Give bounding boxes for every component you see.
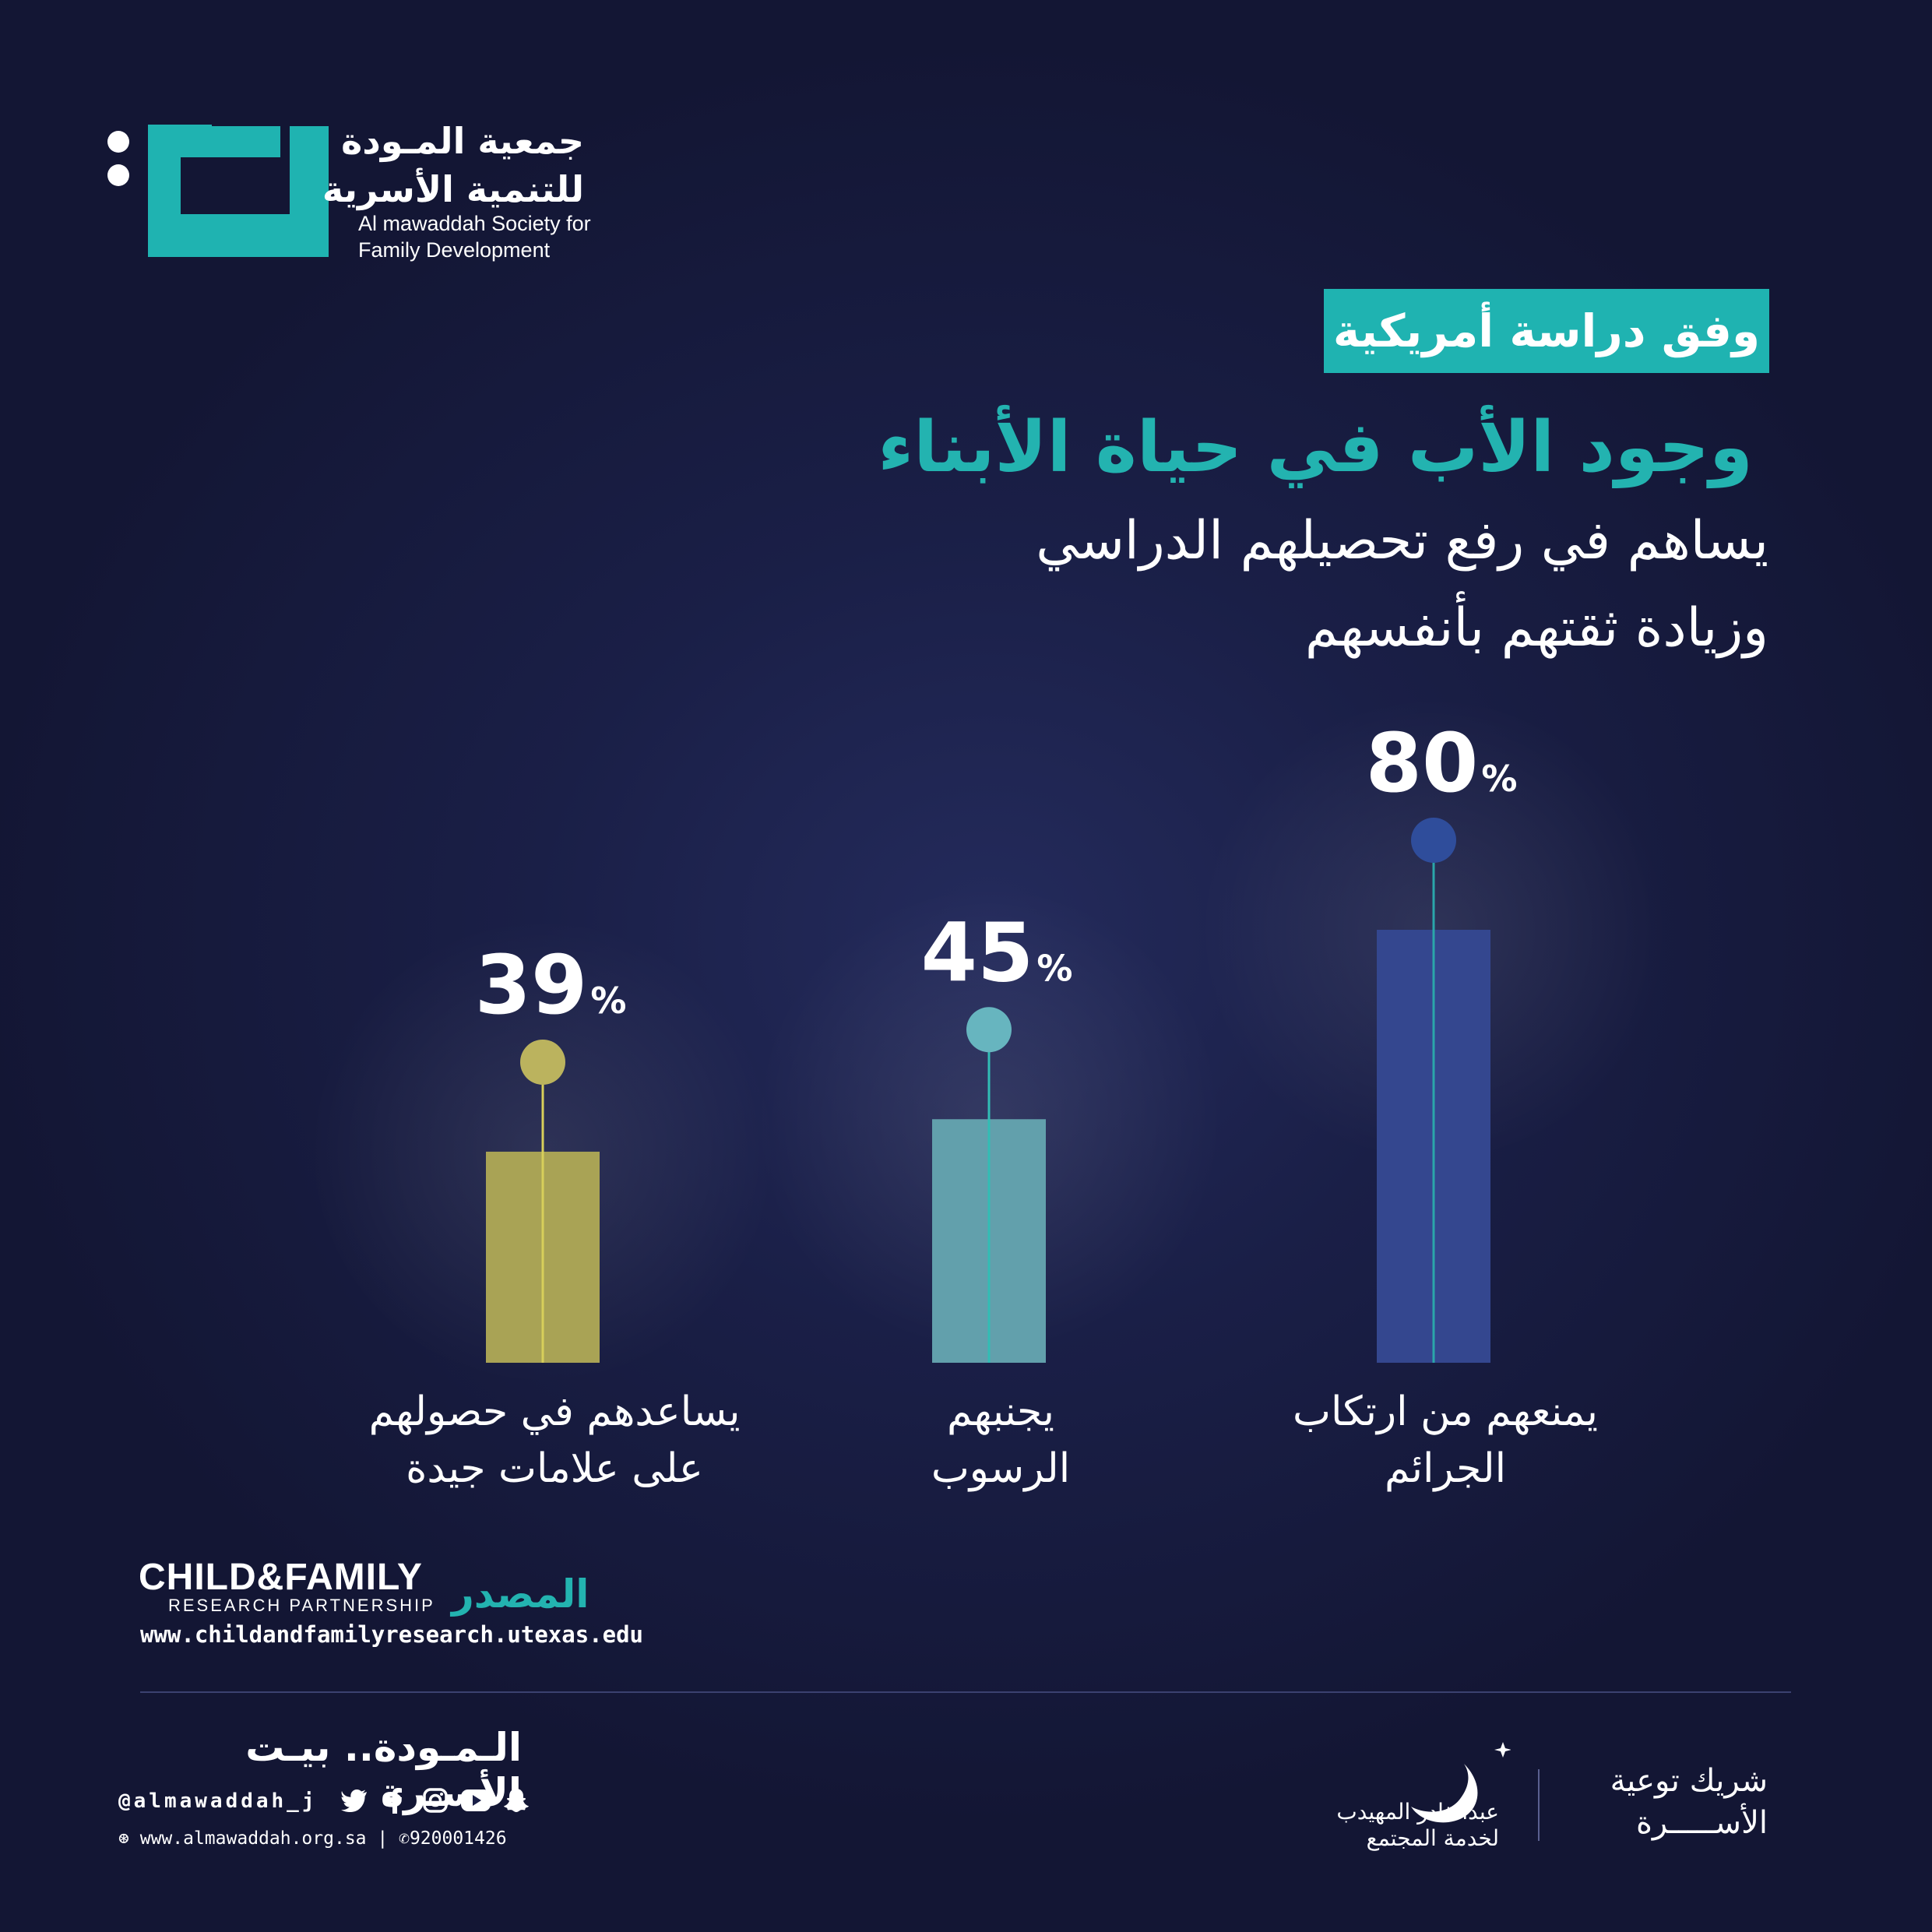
sponsor-crescent-logo (1411, 1742, 1511, 1823)
social-handle[interactable]: @almawaddah_j (118, 1789, 318, 1813)
source-org-name: CHILD&FAMILY (139, 1557, 423, 1598)
value-number: 45 (921, 905, 1034, 1000)
category-label: الرسوب (931, 1445, 1070, 1492)
contact-line: ⊛ www.almawaddah.org.sa | ✆920001426 (118, 1828, 507, 1849)
social-icons (337, 1785, 533, 1816)
source-org-subtitle: RESEARCH PARTNERSHIP (168, 1596, 435, 1615)
twitter-icon[interactable] (337, 1785, 371, 1816)
value-label: 39% (475, 938, 627, 1033)
sponsor-name: عبدالقادر المهيدب لخدمة المجتمع (1324, 1799, 1499, 1852)
website[interactable]: www.almawaddah.org.sa (139, 1828, 367, 1849)
subtitle-line-1: يساهم في رفع تحصيلهم الدراسي (1036, 510, 1768, 572)
category-label: الجرائم (1385, 1445, 1506, 1492)
page-title: وجود الأب في حياة الأبناء (878, 406, 1753, 488)
partner-line-2: الأســـــرة (1635, 1805, 1768, 1841)
youtube-icon[interactable] (459, 1785, 493, 1816)
logo-name-ar: جمعية المـودة (341, 120, 584, 162)
facebook-icon[interactable] (378, 1785, 412, 1816)
category-label: يمنعهم من ارتكاب (1293, 1388, 1598, 1435)
value-unit: % (1036, 947, 1072, 989)
awareness-partner: شريك توعية الأســـــرة (1581, 1760, 1768, 1844)
logo-name-ar-2: للتنمية الأسرية (322, 168, 584, 210)
web-icon: ⊛ (118, 1828, 129, 1849)
value-unit: % (1481, 758, 1517, 800)
source-label: المصدر (452, 1571, 589, 1617)
value-number: 39 (475, 938, 588, 1033)
slogan: الـمـودة.. بيـت الأسـرة (245, 1725, 522, 1815)
phone-icon: ✆ (399, 1828, 410, 1849)
source-org-logo: CHILD&FAMILY RESEARCH PARTNERSHIP (139, 1556, 466, 1616)
study-tag-text: وفق دراسة أمريكية (1332, 304, 1761, 357)
category-label: يجنبهم (947, 1388, 1054, 1435)
value-number: 80 (1366, 716, 1479, 811)
phone-number[interactable]: 920001426 (409, 1828, 507, 1849)
category-label: يساعدهم في حصولهم (369, 1388, 741, 1435)
logo-name-en-2: Family Development (358, 238, 551, 262)
mawaddah-logo-icon (107, 125, 329, 257)
partner-line-1: شريك توعية (1610, 1763, 1768, 1799)
bar-marker (966, 1007, 1012, 1053)
bar-marker (1411, 818, 1456, 863)
logo-name-en: Al mawaddah Society for (358, 212, 591, 235)
sponsor-name-line-2: لخدمة المجتمع (1366, 1825, 1499, 1851)
instagram-icon[interactable] (418, 1785, 452, 1816)
sponsor-name-line-1: عبدالقادر المهيدب (1336, 1799, 1499, 1825)
bar-marker (520, 1039, 565, 1085)
separator: | (377, 1828, 399, 1849)
snapchat-icon[interactable] (499, 1785, 533, 1816)
category-label: على علامات جيدة (406, 1445, 703, 1492)
logo: جمعية المـودة للتنمية الأسرية Al mawadda… (101, 117, 592, 273)
footer-divider (140, 1691, 1791, 1693)
value-unit: % (590, 980, 626, 1022)
footer-separator (1538, 1769, 1540, 1841)
value-label: 80% (1366, 716, 1518, 811)
value-label: 45% (921, 905, 1073, 1000)
subtitle-line-2: وزيادة ثقتهم بأنفسهم (1304, 597, 1768, 659)
source-url[interactable]: www.childandfamilyresearch.utexas.edu (140, 1621, 644, 1648)
study-tag: وفق دراسة أمريكية (1324, 289, 1769, 373)
